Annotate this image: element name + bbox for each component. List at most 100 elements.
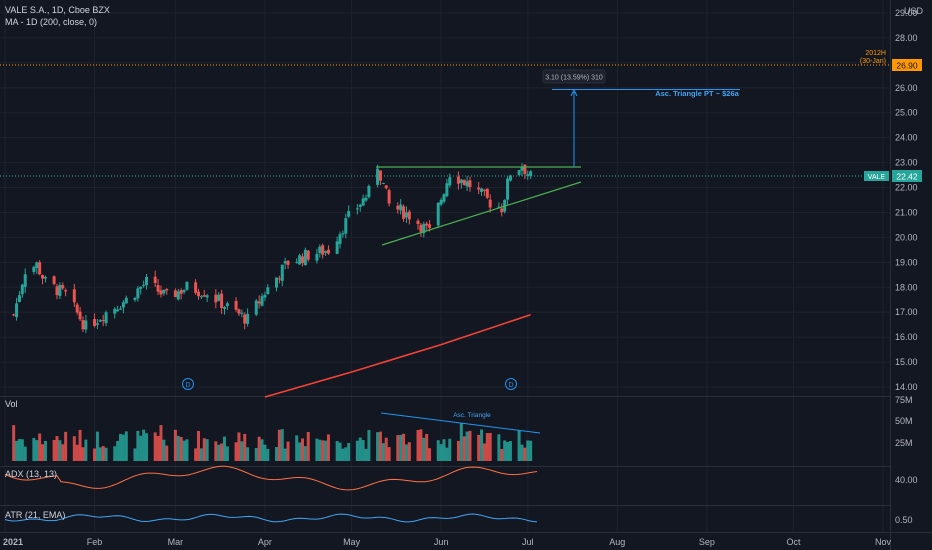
price-tick: 18.00 (895, 282, 918, 292)
candle (98, 319, 102, 322)
dividend-marker-2[interactable]: D (505, 378, 517, 390)
volume-bar (274, 447, 278, 461)
volume-bar (133, 448, 137, 461)
volume-bar (506, 441, 510, 461)
time-tick: Aug (609, 537, 625, 547)
volume-bar (35, 440, 39, 461)
volume-bar (378, 431, 382, 461)
volume-bar (300, 438, 304, 461)
candle (72, 283, 76, 307)
volume-bar (462, 436, 466, 461)
adx-line[interactable] (4, 465, 538, 491)
symbol-title[interactable]: VALE S.A., 1D, Cboe BZX (5, 5, 110, 15)
price-tick: 20.00 (895, 232, 918, 242)
chart-header: VALE S.A., 1D, Cboe BZX MA - 1D (200, cl… (5, 4, 110, 28)
volume-bar (404, 444, 408, 461)
candle (324, 250, 328, 256)
candle (425, 221, 429, 231)
time-axis[interactable]: 2021 Feb Mar Apr May Jun Jul Aug Sep Oct Nov (3, 537, 892, 547)
volume-bar (526, 440, 530, 461)
volume-bar (98, 447, 102, 461)
candles (12, 162, 533, 334)
candle (274, 277, 278, 292)
volume-bar (72, 436, 76, 461)
volume-bar (145, 433, 149, 461)
volume-bar (217, 444, 221, 461)
volume-bar (17, 439, 21, 461)
candle (520, 162, 524, 177)
high-label-1: 2012H (865, 50, 886, 57)
ma-200-line[interactable] (264, 313, 531, 398)
volume-bar (93, 448, 97, 461)
candle (260, 293, 264, 307)
triangle-support-line[interactable] (381, 181, 582, 246)
volume-bar (52, 439, 56, 461)
price-tick: 22.00 (895, 183, 918, 193)
price-tick: 15.00 (895, 357, 918, 367)
candle (488, 194, 492, 213)
price-tick: 25.00 (895, 108, 918, 118)
volume-bar (445, 447, 449, 461)
volume-bar (355, 440, 359, 461)
candle (462, 179, 466, 186)
candle (234, 297, 238, 312)
candle (402, 204, 406, 222)
volume-bar (214, 441, 218, 461)
candle (165, 288, 169, 295)
volume-bar (78, 429, 82, 461)
currency-label: USD (904, 6, 924, 16)
candle (121, 300, 125, 314)
volume-bar (439, 444, 443, 461)
volume-bar (95, 431, 99, 461)
volume-bar (119, 433, 123, 461)
volume-bar (32, 437, 36, 461)
volume-bar (185, 439, 189, 461)
candle (376, 164, 380, 188)
volume-bar (500, 448, 504, 461)
volume-bar (84, 439, 88, 461)
volume-bar (165, 445, 169, 461)
candle (145, 273, 149, 290)
volume-bar (179, 437, 183, 461)
volume-bar (12, 425, 16, 461)
candle (194, 279, 198, 295)
candle (185, 281, 189, 291)
candle (52, 275, 56, 286)
volume-bar (422, 437, 426, 461)
volume-bar (41, 444, 45, 461)
volume-bar (326, 434, 330, 461)
price-tick: 24.00 (895, 133, 918, 143)
candle (306, 249, 310, 262)
price-tick: 16.00 (895, 332, 918, 342)
volume-bar (295, 435, 299, 461)
time-tick: Jun (434, 537, 449, 547)
volume-bar (101, 446, 105, 461)
candle (254, 299, 258, 317)
volume-bar (306, 431, 310, 461)
ma-legend[interactable]: MA - 1D (200, close, 0) (5, 17, 98, 27)
volume-bar (243, 433, 247, 461)
measure-tool[interactable]: 3.10 (13.59%) 310 (542, 69, 740, 167)
volume-trend-line[interactable] (380, 412, 541, 434)
dividend-marker-1[interactable]: D (182, 378, 194, 390)
candle (448, 173, 452, 188)
candle (315, 248, 319, 264)
atr-line[interactable] (4, 513, 538, 523)
high-value: 26.90 (896, 61, 918, 71)
volume-bar (399, 434, 403, 461)
volume-bar (448, 438, 452, 461)
candle (153, 270, 157, 287)
atr-pane-label: ATR (21, EMA) (5, 510, 65, 520)
volume-bar (260, 439, 264, 461)
candle (344, 213, 348, 239)
volume-bar (197, 430, 201, 461)
candle (15, 297, 19, 321)
volume-bar (266, 448, 270, 461)
volume-bar (303, 446, 307, 461)
candle (361, 194, 365, 207)
volume-bar (318, 439, 322, 461)
volume-bar (199, 448, 203, 461)
volume-bar (482, 443, 486, 461)
volume-bar (237, 432, 241, 461)
